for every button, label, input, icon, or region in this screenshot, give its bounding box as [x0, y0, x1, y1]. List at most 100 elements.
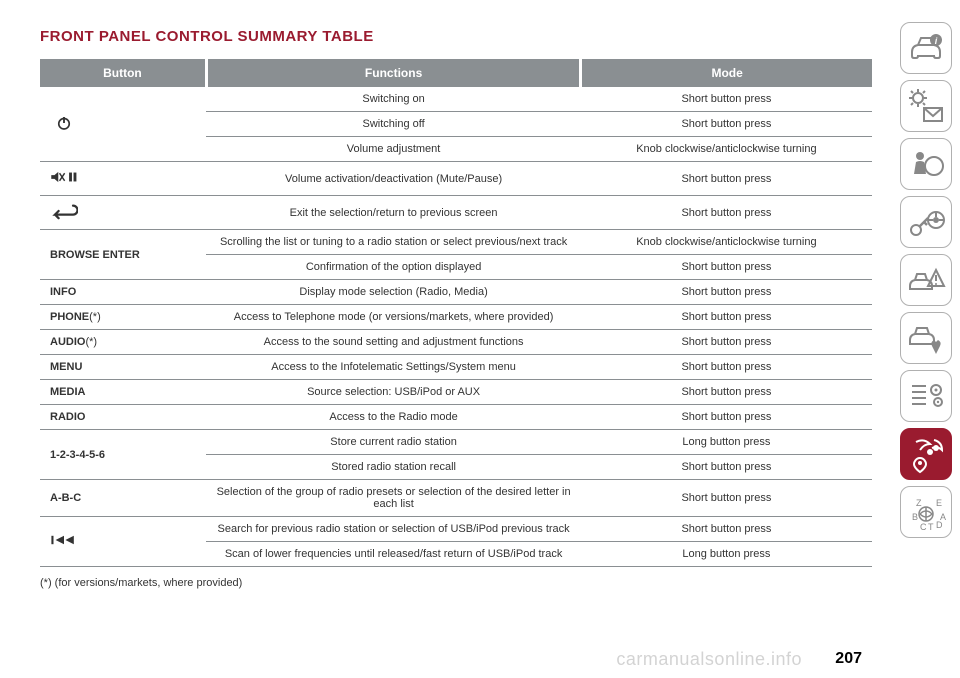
function-cell: Switching off [206, 112, 580, 137]
function-cell: Display mode selection (Radio, Media) [206, 280, 580, 305]
svg-text:Z: Z [916, 498, 922, 508]
summary-table: Button Functions Mode Switching onShort … [40, 59, 872, 567]
footnote: (*) (for versions/markets, where provide… [40, 577, 872, 589]
mode-cell: Short button press [581, 480, 872, 517]
mode-cell: Knob clockwise/anticlockwise turning [581, 230, 872, 255]
table-row: RADIO Access to the Radio modeShort butto… [40, 405, 872, 430]
power-icon [50, 123, 78, 135]
table-row: AUDIO(*)Access to the sound setting and … [40, 330, 872, 355]
button-label: AUDIO [50, 336, 85, 348]
mute-pause-icon [50, 177, 78, 189]
mode-cell: Short button press [581, 305, 872, 330]
main-content: FRONT PANEL CONTROL SUMMARY TABLE Button… [0, 0, 892, 678]
button-label-cell: 1-2-3-4-5-6 [40, 430, 206, 480]
airbag-icon[interactable] [900, 138, 952, 190]
function-cell: Stored radio station recall [206, 455, 580, 480]
mode-cell: Short button press [581, 112, 872, 137]
mode-cell: Short button press [581, 162, 872, 196]
mode-cell: Short button press [581, 196, 872, 230]
table-row: 1-2-3-4-5-6Store current radio stationLo… [40, 430, 872, 455]
function-cell: Access to Telephone mode (or versions/ma… [206, 305, 580, 330]
mode-cell: Short button press [581, 280, 872, 305]
table-row: Switching onShort button press [40, 87, 872, 112]
media-nav-icon[interactable] [900, 428, 952, 480]
function-cell: Switching on [206, 87, 580, 112]
car-info-icon[interactable]: i [900, 22, 952, 74]
function-cell: Access to the Infotelematic Settings/Sys… [206, 355, 580, 380]
key-wheel-icon[interactable] [900, 196, 952, 248]
function-cell: Access to the sound setting and adjustme… [206, 330, 580, 355]
svg-text:C: C [920, 522, 927, 532]
function-cell: Scrolling the list or tuning to a radio … [206, 230, 580, 255]
alpha-key-icon[interactable]: ZEBADCT [900, 486, 952, 538]
list-gears-icon[interactable] [900, 370, 952, 422]
table-row: MEDIA Source selection: USB/iPod or AUXSh… [40, 380, 872, 405]
table-row: BROWSE ENTERScrolling the list or tuning… [40, 230, 872, 255]
function-cell: Search for previous radio station or sel… [206, 517, 580, 542]
function-cell: Volume adjustment [206, 137, 580, 162]
car-warning-icon[interactable] [900, 254, 952, 306]
watermark: carmanualsonline.info [616, 649, 802, 670]
prev-track-icon [50, 540, 78, 552]
back-icon [50, 211, 78, 223]
function-cell: Scan of lower frequencies until released… [206, 542, 580, 567]
svg-text:B: B [912, 512, 918, 522]
table-row: A-B-C Selection of the group of radio pre… [40, 480, 872, 517]
function-cell: Selection of the group of radio presets … [206, 480, 580, 517]
button-label: 1-2-3-4-5-6 [50, 449, 105, 461]
mode-cell: Short button press [581, 87, 872, 112]
mode-cell: Short button press [581, 255, 872, 280]
table-row: INFO Display mode selection (Radio, Media… [40, 280, 872, 305]
button-label: RADIO [50, 411, 85, 423]
button-label-suffix: (*) [89, 311, 101, 323]
button-label-cell: MEDIA [40, 380, 206, 405]
button-label-suffix: (*) [85, 336, 97, 348]
button-label-cell: RADIO [40, 405, 206, 430]
col-header-mode: Mode [581, 59, 872, 87]
table-row: Volume activation/deactivation (Mute/Pau… [40, 162, 872, 196]
button-label-cell [40, 162, 206, 196]
mode-cell: Short button press [581, 330, 872, 355]
page-number: 207 [835, 650, 862, 668]
button-label-cell: MENU [40, 355, 206, 380]
svg-text:E: E [936, 498, 942, 508]
button-label-cell [40, 87, 206, 162]
mode-cell: Short button press [581, 517, 872, 542]
sidebar: iZEBADCT [892, 0, 960, 678]
table-row: MENU Access to the Infotelematic Settings… [40, 355, 872, 380]
button-label-cell: A-B-C [40, 480, 206, 517]
function-cell: Source selection: USB/iPod or AUX [206, 380, 580, 405]
button-label: MENU [50, 361, 82, 373]
mode-cell: Long button press [581, 430, 872, 455]
col-header-functions: Functions [206, 59, 580, 87]
svg-text:T: T [928, 522, 934, 532]
mode-cell: Short button press [581, 405, 872, 430]
mode-cell: Knob clockwise/anticlockwise turning [581, 137, 872, 162]
table-row: Exit the selection/return to previous sc… [40, 196, 872, 230]
table-row: Search for previous radio station or sel… [40, 517, 872, 542]
table-row: PHONE(*)Access to Telephone mode (or ver… [40, 305, 872, 330]
button-label: MEDIA [50, 386, 85, 398]
mode-cell: Short button press [581, 455, 872, 480]
button-label: A-B-C [50, 492, 81, 504]
button-label-cell: PHONE(*) [40, 305, 206, 330]
button-label-cell: AUDIO(*) [40, 330, 206, 355]
button-label: BROWSE ENTER [50, 249, 140, 261]
function-cell: Exit the selection/return to previous sc… [206, 196, 580, 230]
function-cell: Confirmation of the option displayed [206, 255, 580, 280]
page-title: FRONT PANEL CONTROL SUMMARY TABLE [40, 28, 872, 45]
car-wrench-icon[interactable] [900, 312, 952, 364]
button-label: PHONE [50, 311, 89, 323]
function-cell: Volume activation/deactivation (Mute/Pau… [206, 162, 580, 196]
button-label: INFO [50, 286, 76, 298]
col-header-button: Button [40, 59, 206, 87]
function-cell: Store current radio station [206, 430, 580, 455]
button-label-cell [40, 517, 206, 567]
button-label-cell: BROWSE ENTER [40, 230, 206, 280]
light-envelope-icon[interactable] [900, 80, 952, 132]
mode-cell: Short button press [581, 355, 872, 380]
mode-cell: Short button press [581, 380, 872, 405]
button-label-cell [40, 196, 206, 230]
mode-cell: Long button press [581, 542, 872, 567]
function-cell: Access to the Radio mode [206, 405, 580, 430]
